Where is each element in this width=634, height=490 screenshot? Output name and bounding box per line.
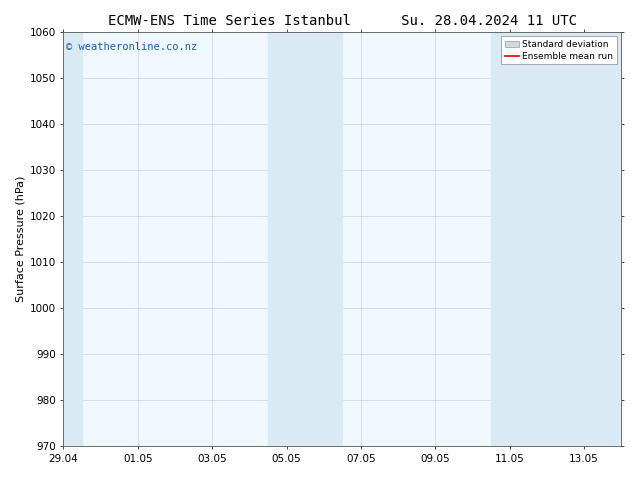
Title: ECMW-ENS Time Series Istanbul      Su. 28.04.2024 11 UTC: ECMW-ENS Time Series Istanbul Su. 28.04.…	[108, 14, 577, 28]
Bar	[268, 32, 342, 446]
Bar	[491, 32, 623, 446]
Legend: Standard deviation, Ensemble mean run: Standard deviation, Ensemble mean run	[501, 36, 617, 64]
Text: © weatheronline.co.nz: © weatheronline.co.nz	[66, 42, 197, 52]
Y-axis label: Surface Pressure (hPa): Surface Pressure (hPa)	[15, 176, 25, 302]
Bar	[61, 32, 82, 446]
